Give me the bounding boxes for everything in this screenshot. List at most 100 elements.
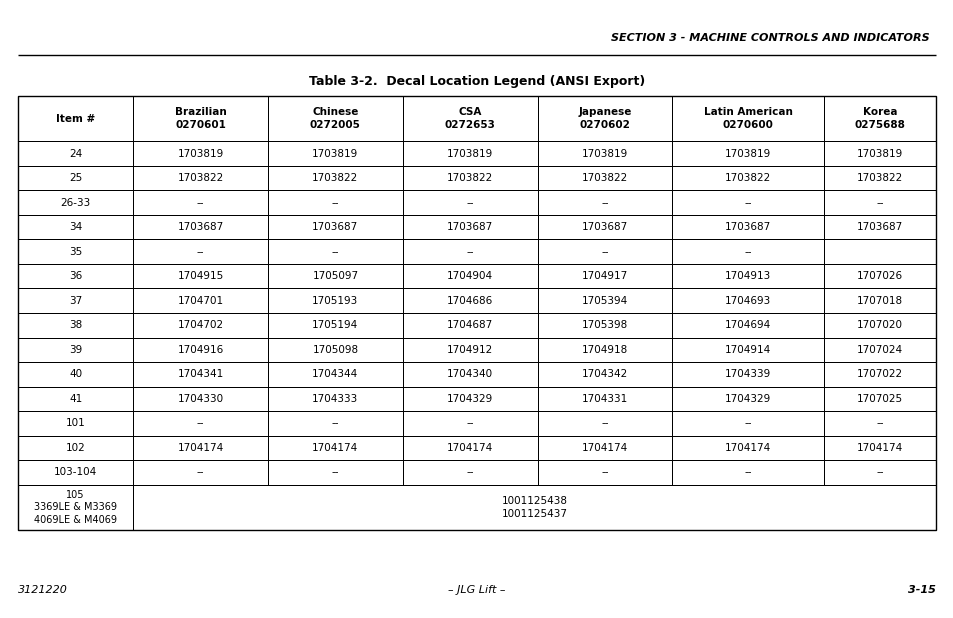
Text: 1704915: 1704915 bbox=[177, 271, 224, 281]
Bar bbox=[822, 460, 935, 485]
Bar bbox=[133, 166, 268, 190]
Text: 1704333: 1704333 bbox=[312, 394, 358, 404]
Text: --: -- bbox=[743, 198, 751, 208]
Bar bbox=[537, 166, 672, 190]
Bar bbox=[537, 313, 672, 337]
Text: 1704174: 1704174 bbox=[856, 443, 902, 453]
Text: 1703822: 1703822 bbox=[581, 173, 627, 183]
Text: 34: 34 bbox=[69, 222, 82, 232]
Text: 1703687: 1703687 bbox=[581, 222, 627, 232]
Bar bbox=[268, 337, 402, 362]
Text: 41: 41 bbox=[69, 394, 82, 404]
Bar bbox=[402, 460, 537, 485]
Text: 26-33: 26-33 bbox=[60, 198, 91, 208]
Text: 1704687: 1704687 bbox=[447, 320, 493, 330]
Text: 1704344: 1704344 bbox=[312, 370, 358, 379]
Text: Chinese
0272005: Chinese 0272005 bbox=[310, 108, 360, 130]
Text: 1705098: 1705098 bbox=[312, 345, 358, 355]
Text: 1707025: 1707025 bbox=[856, 394, 902, 404]
Bar bbox=[402, 215, 537, 239]
Text: --: -- bbox=[600, 467, 608, 477]
Bar bbox=[822, 166, 935, 190]
Bar bbox=[133, 142, 268, 166]
Bar bbox=[402, 166, 537, 190]
Text: --: -- bbox=[875, 418, 882, 428]
Text: 1704686: 1704686 bbox=[447, 296, 493, 306]
Text: 1707020: 1707020 bbox=[856, 320, 902, 330]
Text: 36: 36 bbox=[69, 271, 82, 281]
Text: --: -- bbox=[743, 247, 751, 256]
Text: --: -- bbox=[743, 467, 751, 477]
Text: 24: 24 bbox=[69, 149, 82, 159]
Text: --: -- bbox=[466, 198, 474, 208]
Text: 102: 102 bbox=[66, 443, 86, 453]
Text: 1704693: 1704693 bbox=[724, 296, 770, 306]
Bar bbox=[822, 215, 935, 239]
Bar bbox=[537, 142, 672, 166]
Text: 38: 38 bbox=[69, 320, 82, 330]
Text: 101: 101 bbox=[66, 418, 86, 428]
Bar bbox=[402, 142, 537, 166]
Bar bbox=[537, 239, 672, 264]
Bar bbox=[822, 239, 935, 264]
Bar bbox=[18, 460, 133, 485]
Bar bbox=[133, 264, 268, 289]
Bar bbox=[133, 362, 268, 386]
Bar bbox=[402, 337, 537, 362]
Bar bbox=[672, 436, 822, 460]
Text: --: -- bbox=[332, 198, 338, 208]
Bar bbox=[672, 166, 822, 190]
Text: 1703822: 1703822 bbox=[856, 173, 902, 183]
Bar bbox=[402, 313, 537, 337]
Bar bbox=[672, 142, 822, 166]
Bar bbox=[133, 313, 268, 337]
Bar bbox=[268, 142, 402, 166]
Bar bbox=[402, 411, 537, 436]
Bar bbox=[133, 190, 268, 215]
Text: 1703687: 1703687 bbox=[177, 222, 224, 232]
Bar bbox=[402, 264, 537, 289]
Bar bbox=[672, 215, 822, 239]
Text: --: -- bbox=[196, 198, 204, 208]
Text: 1704174: 1704174 bbox=[581, 443, 627, 453]
Text: 25: 25 bbox=[69, 173, 82, 183]
Text: 40: 40 bbox=[69, 370, 82, 379]
Text: 1705097: 1705097 bbox=[312, 271, 358, 281]
Bar bbox=[133, 460, 268, 485]
Text: 1703822: 1703822 bbox=[312, 173, 358, 183]
Bar bbox=[18, 436, 133, 460]
Text: SECTION 3 - MACHINE CONTROLS AND INDICATORS: SECTION 3 - MACHINE CONTROLS AND INDICAT… bbox=[611, 33, 929, 43]
Bar bbox=[18, 264, 133, 289]
Text: 1704340: 1704340 bbox=[447, 370, 493, 379]
Text: 1707024: 1707024 bbox=[856, 345, 902, 355]
Bar bbox=[133, 411, 268, 436]
Text: 1703819: 1703819 bbox=[581, 149, 627, 159]
Bar bbox=[672, 362, 822, 386]
Bar bbox=[537, 460, 672, 485]
Bar bbox=[133, 289, 268, 313]
Bar bbox=[268, 215, 402, 239]
Text: 1001125438
1001125437: 1001125438 1001125437 bbox=[501, 496, 567, 519]
Bar bbox=[268, 289, 402, 313]
Text: --: -- bbox=[332, 467, 338, 477]
Bar bbox=[822, 386, 935, 411]
Bar bbox=[537, 411, 672, 436]
Bar bbox=[268, 362, 402, 386]
Bar bbox=[672, 239, 822, 264]
Bar bbox=[672, 289, 822, 313]
Text: 1704174: 1704174 bbox=[724, 443, 770, 453]
Bar bbox=[18, 142, 133, 166]
Text: 1704912: 1704912 bbox=[447, 345, 493, 355]
Text: --: -- bbox=[332, 247, 338, 256]
Text: 1704329: 1704329 bbox=[447, 394, 493, 404]
Bar bbox=[268, 436, 402, 460]
Bar bbox=[268, 386, 402, 411]
Text: Japanese
0270602: Japanese 0270602 bbox=[578, 108, 631, 130]
Text: 35: 35 bbox=[69, 247, 82, 256]
Bar bbox=[18, 411, 133, 436]
Text: 105
3369LE & M3369
4069LE & M4069: 105 3369LE & M3369 4069LE & M4069 bbox=[34, 490, 117, 525]
Text: 1703822: 1703822 bbox=[724, 173, 770, 183]
Bar bbox=[18, 96, 133, 142]
Bar bbox=[672, 337, 822, 362]
Bar bbox=[537, 362, 672, 386]
